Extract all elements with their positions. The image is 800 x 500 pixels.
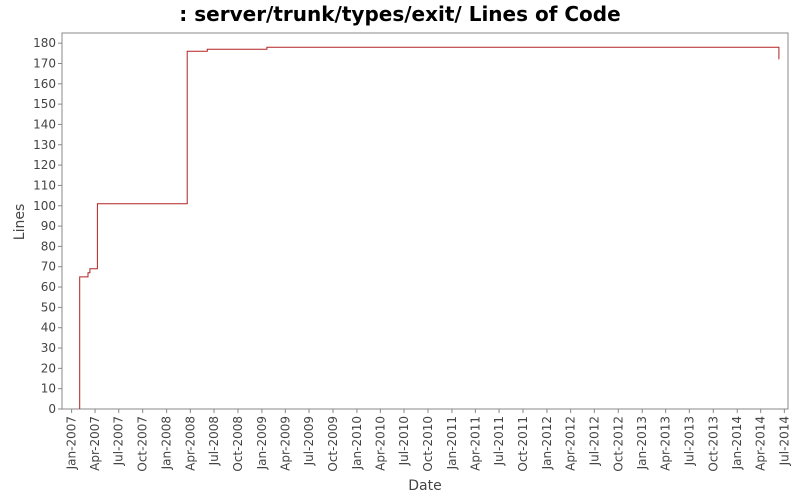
x-tick-label: Oct-2009 bbox=[326, 416, 340, 472]
y-tick-label: 30 bbox=[41, 341, 56, 355]
x-tick-label: Apr-2014 bbox=[754, 416, 768, 471]
x-tick-label: Jul-2008 bbox=[207, 416, 221, 466]
y-tick-label: 80 bbox=[41, 239, 56, 253]
y-tick-label: 10 bbox=[41, 382, 56, 396]
y-tick-label: 160 bbox=[33, 77, 56, 91]
x-tick-label: Oct-2010 bbox=[421, 416, 435, 472]
x-tick-label: Jan-2012 bbox=[540, 416, 554, 470]
x-tick-label: Apr-2011 bbox=[468, 416, 482, 471]
y-tick-label: 90 bbox=[41, 219, 56, 233]
y-tick-label: 60 bbox=[41, 280, 56, 294]
chart-title: : server/trunk/types/exit/ Lines of Code bbox=[179, 2, 621, 26]
x-tick-label: Jan-2008 bbox=[160, 416, 174, 470]
x-tick-label: Jul-2007 bbox=[112, 416, 126, 466]
x-tick-label: Jul-2010 bbox=[397, 416, 411, 466]
x-tick-label: Oct-2013 bbox=[706, 416, 720, 472]
x-tick-label: Apr-2008 bbox=[183, 416, 197, 471]
x-tick-label: Oct-2007 bbox=[136, 416, 150, 472]
x-tick-label: Apr-2009 bbox=[278, 416, 292, 471]
y-tick-label: 70 bbox=[41, 260, 56, 274]
x-tick-label: Jan-2013 bbox=[635, 416, 649, 470]
y-tick-label: 150 bbox=[33, 97, 56, 111]
y-tick-label: 130 bbox=[33, 138, 56, 152]
y-axis-label: Lines bbox=[12, 204, 28, 240]
y-tick-label: 20 bbox=[41, 361, 56, 375]
x-tick-label: Jan-2007 bbox=[65, 416, 79, 470]
series-line bbox=[79, 46, 780, 409]
x-tick-label: Oct-2008 bbox=[231, 416, 245, 472]
y-tick-label: 40 bbox=[41, 321, 56, 335]
x-tick-label: Jul-2009 bbox=[302, 416, 316, 466]
x-tick-label: Jul-2014 bbox=[777, 416, 791, 466]
x-axis-label: Date bbox=[408, 478, 441, 494]
y-tick-label: 50 bbox=[41, 300, 56, 314]
x-tick-label: Apr-2013 bbox=[659, 416, 673, 471]
x-axis: Jan-2007 Apr-2007 Jul-2007 Oct-2007 Jan-2008… bbox=[65, 409, 791, 472]
y-tick-label: 170 bbox=[33, 56, 56, 70]
x-tick-label: Oct-2012 bbox=[611, 416, 625, 472]
x-tick-label: Jan-2014 bbox=[730, 416, 744, 470]
y-tick-label: 110 bbox=[33, 178, 56, 192]
y-tick-label: 100 bbox=[33, 199, 56, 213]
x-tick-label: Apr-2012 bbox=[564, 416, 578, 471]
y-tick-label: 0 bbox=[48, 402, 56, 416]
x-tick-label: Jan-2009 bbox=[255, 416, 269, 470]
y-axis: 0 10 20 30 40 50 60 70 80 90 100 110 120 130 140 150 160… bbox=[33, 36, 62, 416]
y-tick-label: 180 bbox=[33, 36, 56, 50]
x-tick-label: Oct-2011 bbox=[516, 416, 530, 472]
x-tick-label: Jul-2011 bbox=[492, 416, 506, 466]
y-tick-label: 140 bbox=[33, 117, 56, 131]
x-tick-label: Apr-2010 bbox=[373, 416, 387, 471]
x-tick-label: Jul-2013 bbox=[682, 416, 696, 466]
plot-area bbox=[61, 32, 789, 410]
x-tick-label: Apr-2007 bbox=[88, 416, 102, 471]
y-tick-label: 120 bbox=[33, 158, 56, 172]
x-tick-label: Jan-2010 bbox=[350, 416, 364, 470]
x-tick-label: Jan-2011 bbox=[445, 416, 459, 470]
x-tick-label: Jul-2012 bbox=[587, 416, 601, 466]
